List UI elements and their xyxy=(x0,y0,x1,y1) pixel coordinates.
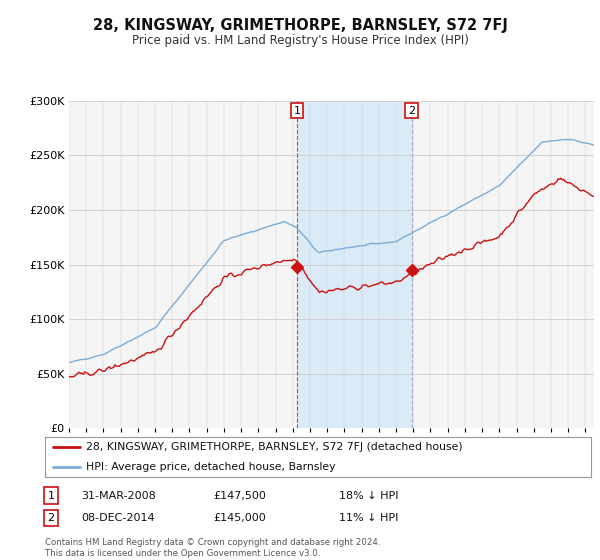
Text: Price paid vs. HM Land Registry's House Price Index (HPI): Price paid vs. HM Land Registry's House … xyxy=(131,34,469,46)
Text: 31-MAR-2008: 31-MAR-2008 xyxy=(81,491,156,501)
Text: 28, KINGSWAY, GRIMETHORPE, BARNSLEY, S72 7FJ (detached house): 28, KINGSWAY, GRIMETHORPE, BARNSLEY, S72… xyxy=(86,442,463,452)
Text: 08-DEC-2014: 08-DEC-2014 xyxy=(81,513,155,523)
Text: £147,500: £147,500 xyxy=(213,491,266,501)
Text: Contains HM Land Registry data © Crown copyright and database right 2024.
This d: Contains HM Land Registry data © Crown c… xyxy=(45,538,380,558)
Text: HPI: Average price, detached house, Barnsley: HPI: Average price, detached house, Barn… xyxy=(86,461,335,472)
Bar xyxy=(297,101,412,428)
Text: 11% ↓ HPI: 11% ↓ HPI xyxy=(339,513,398,523)
Text: 2: 2 xyxy=(408,106,415,116)
Text: 2: 2 xyxy=(47,513,55,523)
Text: 18% ↓ HPI: 18% ↓ HPI xyxy=(339,491,398,501)
Text: £145,000: £145,000 xyxy=(213,513,266,523)
Text: 1: 1 xyxy=(47,491,55,501)
Text: 28, KINGSWAY, GRIMETHORPE, BARNSLEY, S72 7FJ: 28, KINGSWAY, GRIMETHORPE, BARNSLEY, S72… xyxy=(92,18,508,33)
Text: 1: 1 xyxy=(293,106,301,116)
